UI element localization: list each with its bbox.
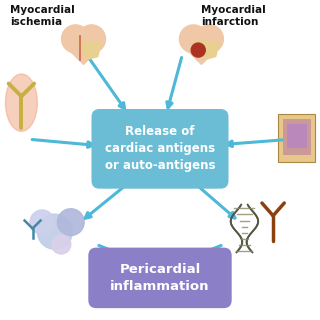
Circle shape bbox=[191, 43, 205, 57]
Text: Myocardial
infarction: Myocardial infarction bbox=[201, 5, 266, 27]
Circle shape bbox=[57, 209, 84, 236]
Ellipse shape bbox=[5, 74, 37, 131]
Text: Myocardial
ischemia: Myocardial ischemia bbox=[10, 5, 75, 27]
Polygon shape bbox=[181, 44, 222, 64]
FancyBboxPatch shape bbox=[287, 124, 307, 148]
Polygon shape bbox=[195, 41, 219, 60]
Polygon shape bbox=[77, 41, 101, 60]
Circle shape bbox=[180, 25, 207, 53]
Text: Pericardial
inflammation: Pericardial inflammation bbox=[110, 263, 210, 293]
Circle shape bbox=[196, 25, 223, 53]
Circle shape bbox=[52, 235, 71, 254]
Polygon shape bbox=[63, 44, 104, 64]
Circle shape bbox=[30, 210, 54, 234]
Circle shape bbox=[77, 25, 106, 53]
FancyBboxPatch shape bbox=[283, 119, 311, 155]
Circle shape bbox=[61, 25, 90, 53]
FancyBboxPatch shape bbox=[88, 248, 232, 308]
FancyBboxPatch shape bbox=[92, 109, 228, 189]
FancyBboxPatch shape bbox=[278, 114, 315, 162]
Text: Release of
cardiac antigens
or auto-antigens: Release of cardiac antigens or auto-anti… bbox=[105, 125, 215, 172]
Circle shape bbox=[37, 214, 72, 249]
